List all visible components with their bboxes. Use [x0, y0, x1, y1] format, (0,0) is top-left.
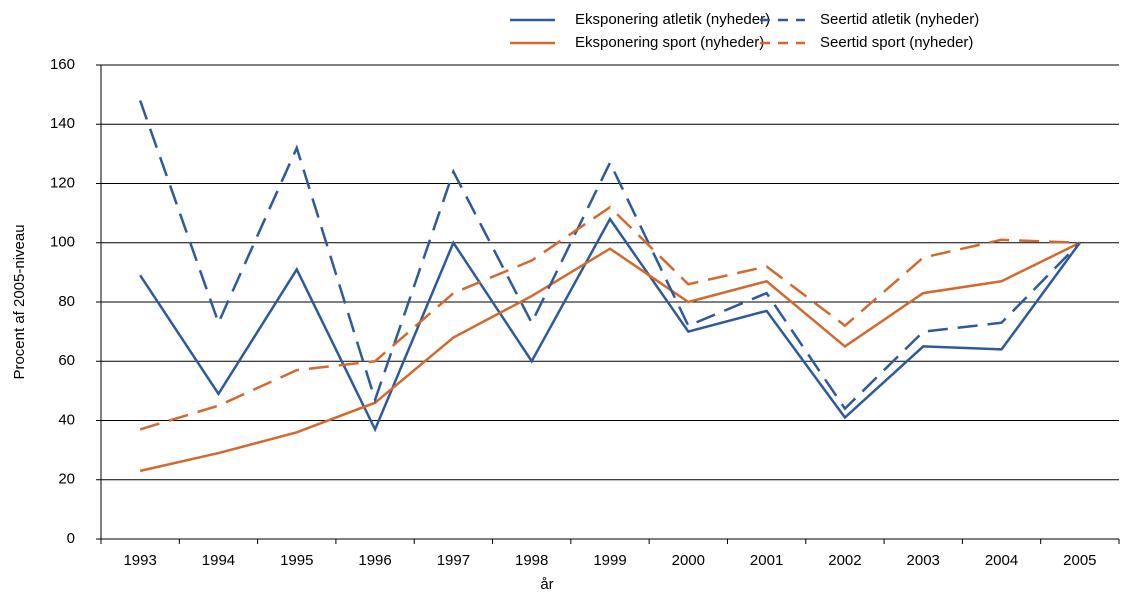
- series-line: [139, 241, 1081, 473]
- x-tick-label: 2002: [828, 552, 861, 569]
- legend-label: Eksponering atletik (nyheder): [575, 11, 770, 28]
- x-tick-label: 2001: [750, 552, 783, 569]
- y-tick-label: 0: [67, 530, 75, 547]
- y-tick-label: 100: [50, 234, 75, 251]
- y-tick-label: 140: [50, 115, 75, 132]
- series-line: [139, 205, 1080, 431]
- legend-label: Seertid atletik (nyheder): [820, 11, 979, 28]
- x-tick-label: 1997: [437, 552, 470, 569]
- legend-label: Eksponering sport (nyheder): [575, 34, 764, 51]
- x-tick-label: 1996: [358, 552, 391, 569]
- x-tick-label: 1995: [280, 552, 313, 569]
- x-tick-label: 2003: [907, 552, 940, 569]
- x-tick-label: 1994: [202, 552, 235, 569]
- y-tick-label: 20: [58, 471, 75, 488]
- series-line: [138, 100, 1081, 411]
- legend-label: Seertid sport (nyheder): [820, 34, 973, 51]
- y-tick-label: 60: [58, 352, 75, 369]
- x-tick-label: 2000: [672, 552, 705, 569]
- series-line: [139, 216, 1081, 433]
- y-tick-label: 40: [58, 411, 75, 428]
- x-tick-label: 2005: [1063, 552, 1096, 569]
- x-axis-label: år: [540, 576, 553, 593]
- x-tick-label: 1993: [123, 552, 156, 569]
- y-tick-label: 80: [58, 293, 75, 310]
- x-tick-label: 1999: [593, 552, 626, 569]
- x-tick-label: 1998: [515, 552, 548, 569]
- y-tick-label: 120: [50, 174, 75, 191]
- x-tick-label: 2004: [985, 552, 1018, 569]
- y-tick-label: 160: [50, 56, 75, 73]
- y-axis-label: Procent af 2005-niveau: [11, 224, 28, 379]
